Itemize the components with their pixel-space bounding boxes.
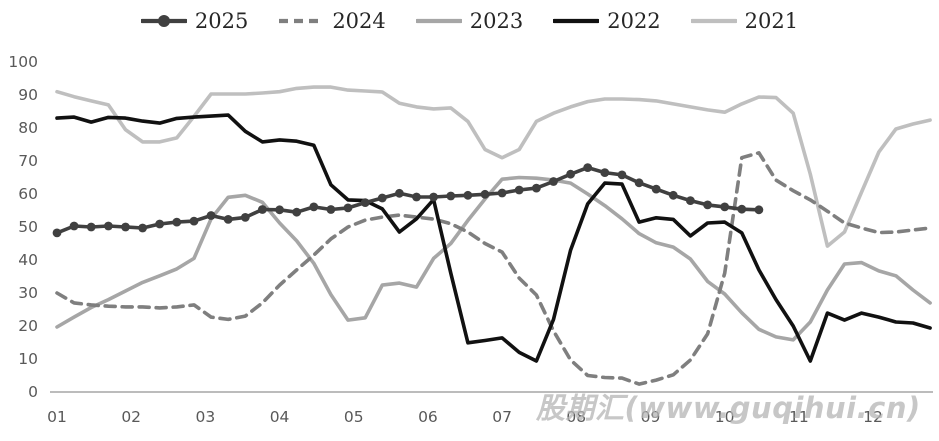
series-marker-2025 <box>326 205 336 214</box>
series-marker-2025 <box>240 213 250 222</box>
series-marker-2025 <box>258 205 267 214</box>
series-marker-2025 <box>395 188 404 198</box>
legend-item-2021: 2021 <box>690 8 799 33</box>
x-axis-tick-label: 06 <box>418 408 438 426</box>
series-marker-2025 <box>686 196 695 206</box>
x-axis-tick-label: 04 <box>270 408 290 426</box>
series-marker-2025 <box>617 170 627 180</box>
y-axis-tick-label: 40 <box>18 251 38 269</box>
x-axis-tick-label: 02 <box>121 408 141 426</box>
series-marker-2025 <box>223 215 233 224</box>
series-marker-2025 <box>532 183 541 193</box>
x-axis-tick-label: 09 <box>641 408 661 426</box>
y-axis-tick-label: 0 <box>28 383 38 401</box>
series-marker-2025 <box>720 202 730 212</box>
y-axis-tick-label: 50 <box>18 218 38 236</box>
series-marker-2025 <box>480 189 490 199</box>
y-axis-tick-label: 70 <box>18 152 38 170</box>
series-marker-2025 <box>668 190 678 200</box>
legend-sample-2024-icon <box>279 18 324 24</box>
series-marker-2025 <box>172 217 182 227</box>
y-axis-tick-label: 30 <box>18 284 38 302</box>
series-marker-2025 <box>651 184 661 194</box>
x-axis-tick-label: 01 <box>47 408 67 426</box>
series-marker-2025 <box>429 192 438 202</box>
x-axis-tick-label: 10 <box>715 408 735 426</box>
series-marker-2025 <box>206 211 216 220</box>
y-axis-tick-label: 20 <box>18 317 38 335</box>
series-marker-2025 <box>189 216 199 226</box>
series-marker-2025 <box>121 222 130 232</box>
x-axis-tick-label: 03 <box>196 408 216 426</box>
y-axis-tick-label: 10 <box>18 350 38 368</box>
legend-item-2024: 2024 <box>278 8 386 33</box>
series-marker-2025 <box>514 185 524 195</box>
series-marker-2025 <box>566 169 575 179</box>
series-marker-2025 <box>138 223 148 233</box>
series-marker-2025 <box>446 191 456 201</box>
series-marker-2025 <box>155 219 165 229</box>
series-line-2022 <box>55 113 932 363</box>
series-marker-2025 <box>360 198 370 208</box>
series-marker-2025 <box>343 203 353 213</box>
y-axis-tick-label: 80 <box>18 119 38 137</box>
x-axis-tick-label: 12 <box>863 408 883 426</box>
series-marker-2025 <box>309 202 319 212</box>
x-axis-tick-label: 07 <box>492 408 512 426</box>
series-marker-2025 <box>52 228 62 238</box>
series-marker-2025 <box>69 221 79 231</box>
series-marker-2025 <box>275 205 284 215</box>
legend-item-2022: 2022 <box>553 8 661 33</box>
series-marker-2025 <box>549 177 558 186</box>
x-axis-tick-label: 08 <box>566 408 586 426</box>
series-line-2024 <box>55 151 932 386</box>
legend-sample-2023-icon <box>415 18 462 24</box>
chart-legend: 2025 2024 2023 2022 2021 <box>0 4 939 38</box>
legend-sample-2025-icon <box>140 15 187 27</box>
series-marker-2025 <box>703 200 712 210</box>
legend-label-2025: 2025 <box>194 8 249 33</box>
y-axis-tick-label: 60 <box>18 185 38 203</box>
legend-label-2024: 2024 <box>332 8 386 33</box>
series-line-2023 <box>55 175 932 342</box>
legend-label-2022: 2022 <box>607 8 661 33</box>
series-marker-2025 <box>497 188 507 198</box>
series-marker-2025 <box>583 163 593 173</box>
y-axis-tick-label: 100 <box>8 53 38 71</box>
legend-label-2021: 2021 <box>744 8 799 33</box>
series-marker-2025 <box>634 178 644 188</box>
series-marker-2025 <box>104 221 113 231</box>
series-marker-2025 <box>600 168 610 178</box>
legend-item-2023: 2023 <box>415 8 524 33</box>
y-axis-tick-label: 90 <box>18 86 38 104</box>
series-marker-2025 <box>292 207 302 217</box>
series-line-2021 <box>55 85 932 248</box>
series-marker-2025 <box>737 204 747 214</box>
legend-sample-2021-icon <box>690 18 737 24</box>
series-marker-2025 <box>463 190 473 200</box>
series-marker-2025 <box>754 205 764 215</box>
series-marker-2025 <box>377 193 387 203</box>
series-marker-2025 <box>86 222 96 232</box>
legend-sample-2022-icon <box>553 18 600 24</box>
series-marker-2025 <box>412 192 421 202</box>
x-axis-tick-label: 05 <box>344 408 364 426</box>
legend-label-2023: 2023 <box>469 8 524 33</box>
x-axis-tick-label: 11 <box>789 408 809 426</box>
legend-item-2025: 2025 <box>140 8 249 33</box>
